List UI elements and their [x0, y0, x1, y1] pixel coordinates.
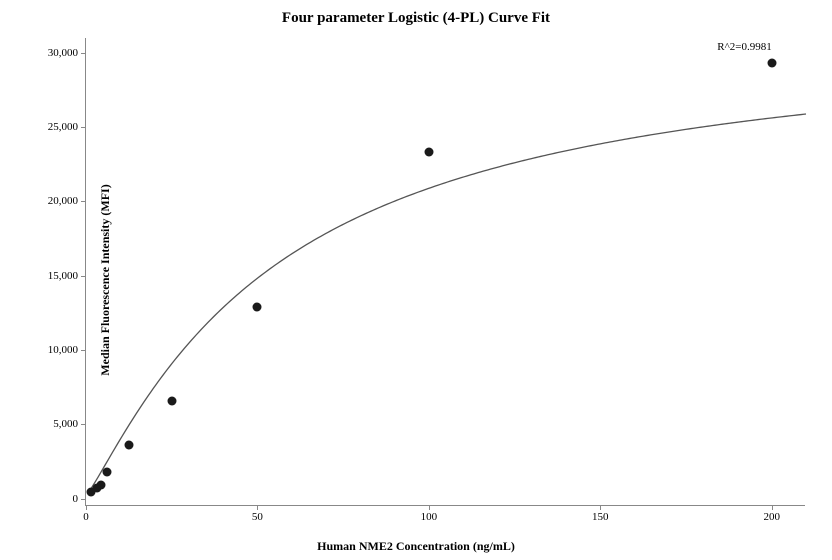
r-squared-label: R^2=0.9981 [717, 41, 771, 53]
y-tick-mark [81, 499, 86, 500]
y-tick-mark [81, 53, 86, 54]
data-point [424, 148, 433, 157]
y-tick-mark [81, 201, 86, 202]
y-tick-mark [81, 127, 86, 128]
data-point [767, 59, 776, 68]
data-point [124, 441, 133, 450]
x-axis-label: Human NME2 Concentration (ng/mL) [0, 539, 832, 554]
chart-title: Four parameter Logistic (4-PL) Curve Fit [0, 10, 832, 27]
fit-curve [86, 38, 805, 505]
data-point [103, 467, 112, 476]
x-tick-mark [772, 505, 773, 510]
x-tick-mark [86, 505, 87, 510]
data-point [253, 302, 262, 311]
x-tick-mark [600, 505, 601, 510]
chart-container: Four parameter Logistic (4-PL) Curve Fit… [0, 0, 832, 560]
data-point [167, 396, 176, 405]
data-point [97, 481, 106, 490]
y-tick-mark [81, 350, 86, 351]
y-tick-mark [81, 276, 86, 277]
plot-area: R^2=0.9981 05,00010,00015,00020,00025,00… [85, 38, 805, 506]
x-tick-mark [429, 505, 430, 510]
x-tick-mark [257, 505, 258, 510]
y-tick-mark [81, 424, 86, 425]
